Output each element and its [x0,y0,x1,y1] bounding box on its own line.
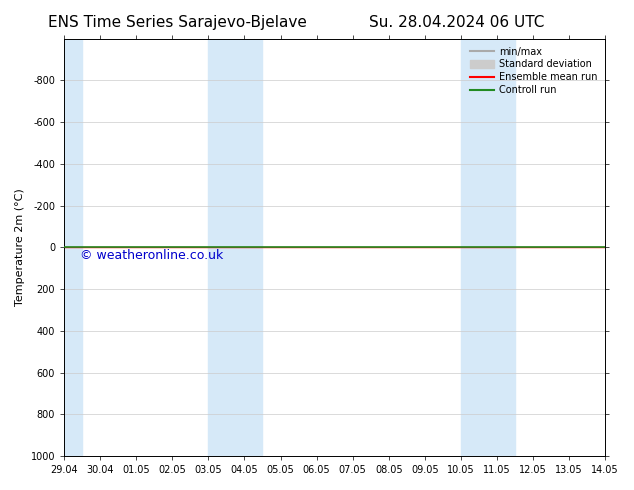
Y-axis label: Temperature 2m (°C): Temperature 2m (°C) [15,189,25,306]
Text: © weatheronline.co.uk: © weatheronline.co.uk [81,249,224,262]
Bar [64,39,82,456]
Text: Su. 28.04.2024 06 UTC: Su. 28.04.2024 06 UTC [369,15,544,30]
Bar [209,39,262,456]
Bar [461,39,515,456]
Text: ENS Time Series Sarajevo-Bjelave: ENS Time Series Sarajevo-Bjelave [48,15,307,30]
Legend: min/max, Standard deviation, Ensemble mean run, Controll run: min/max, Standard deviation, Ensemble me… [467,44,600,98]
